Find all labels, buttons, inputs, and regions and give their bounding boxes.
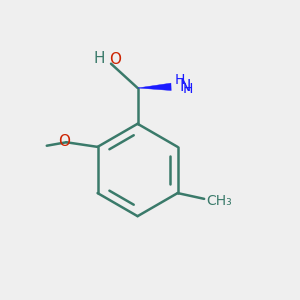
Text: H: H bbox=[182, 82, 193, 96]
Text: H: H bbox=[175, 73, 185, 87]
Text: N: N bbox=[180, 79, 191, 94]
Text: CH₃: CH₃ bbox=[206, 194, 232, 208]
Text: H: H bbox=[94, 51, 105, 66]
Polygon shape bbox=[138, 83, 171, 91]
Text: O: O bbox=[109, 52, 121, 67]
Text: O: O bbox=[58, 134, 70, 148]
